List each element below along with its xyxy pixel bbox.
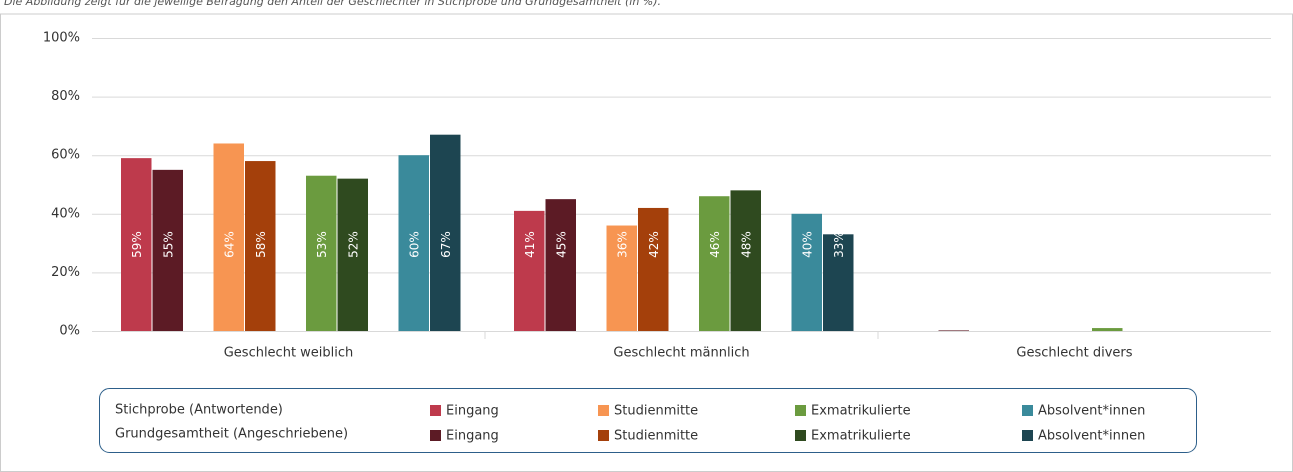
x-tick-label: Geschlecht weiblich — [224, 346, 354, 361]
legend-label: Studienmitte — [614, 404, 698, 419]
data-label: 67% — [439, 231, 453, 258]
legend-row-label: Grundgesamtheit (Angeschriebene) — [115, 427, 348, 442]
bar — [152, 169, 183, 331]
legend-label: Exmatrikulierte — [811, 404, 911, 419]
legend-swatch — [430, 430, 441, 441]
legend-swatch — [430, 405, 441, 416]
chart-subtitle: Die Abbildung zeigt für die jeweilige Be… — [4, 0, 661, 8]
legend-label: Studienmitte — [614, 429, 698, 444]
y-tick-label: 0% — [59, 324, 80, 339]
data-label: 41% — [523, 231, 537, 258]
data-label: 33% — [832, 231, 846, 258]
y-tick-label: 100% — [43, 31, 80, 46]
bar — [791, 213, 822, 331]
data-label: 59% — [130, 231, 144, 258]
data-label: 53% — [315, 231, 329, 258]
legend-label: Eingang — [446, 429, 499, 444]
data-label: 48% — [739, 231, 753, 258]
legend-row-label: Stichprobe (Antwortende) — [115, 403, 283, 418]
bar — [398, 155, 429, 331]
bar — [606, 225, 637, 331]
y-tick-label: 40% — [51, 206, 80, 221]
legend-label: Exmatrikulierte — [811, 429, 911, 444]
bar — [121, 158, 152, 331]
bar — [337, 178, 368, 331]
data-label: 55% — [161, 231, 175, 258]
bar — [213, 143, 244, 331]
bar — [699, 196, 730, 331]
data-label: 45% — [554, 231, 568, 258]
legend-label: Absolvent*innen — [1038, 404, 1145, 419]
data-label: 42% — [647, 231, 661, 258]
bar — [823, 234, 854, 331]
y-tick-label: 60% — [51, 148, 80, 163]
legend-swatch — [1022, 430, 1033, 441]
data-label: 60% — [407, 231, 421, 258]
data-label: 64% — [222, 231, 236, 258]
legend-box — [99, 388, 1197, 453]
bar — [514, 210, 545, 331]
bar — [730, 190, 761, 331]
x-tick-label: Geschlecht männlich — [613, 346, 749, 361]
data-label: 40% — [800, 231, 814, 258]
y-tick-label: 80% — [51, 89, 80, 104]
bar — [638, 207, 669, 331]
data-label: 46% — [708, 231, 722, 258]
legend-swatch — [598, 405, 609, 416]
legend-swatch — [598, 430, 609, 441]
legend-label: Eingang — [446, 404, 499, 419]
bar — [306, 175, 337, 331]
legend-swatch — [795, 405, 806, 416]
x-tick-label: Geschlecht divers — [1016, 346, 1132, 361]
data-label: 58% — [254, 231, 268, 258]
legend-swatch — [1022, 405, 1033, 416]
bar — [1092, 328, 1123, 331]
data-label: 36% — [615, 231, 629, 258]
bar — [938, 330, 969, 331]
bar — [430, 134, 461, 331]
bar — [545, 199, 576, 331]
legend-label: Absolvent*innen — [1038, 429, 1145, 444]
bar — [245, 161, 276, 331]
y-tick-label: 20% — [51, 265, 80, 280]
legend-swatch — [795, 430, 806, 441]
data-label: 52% — [346, 231, 360, 258]
